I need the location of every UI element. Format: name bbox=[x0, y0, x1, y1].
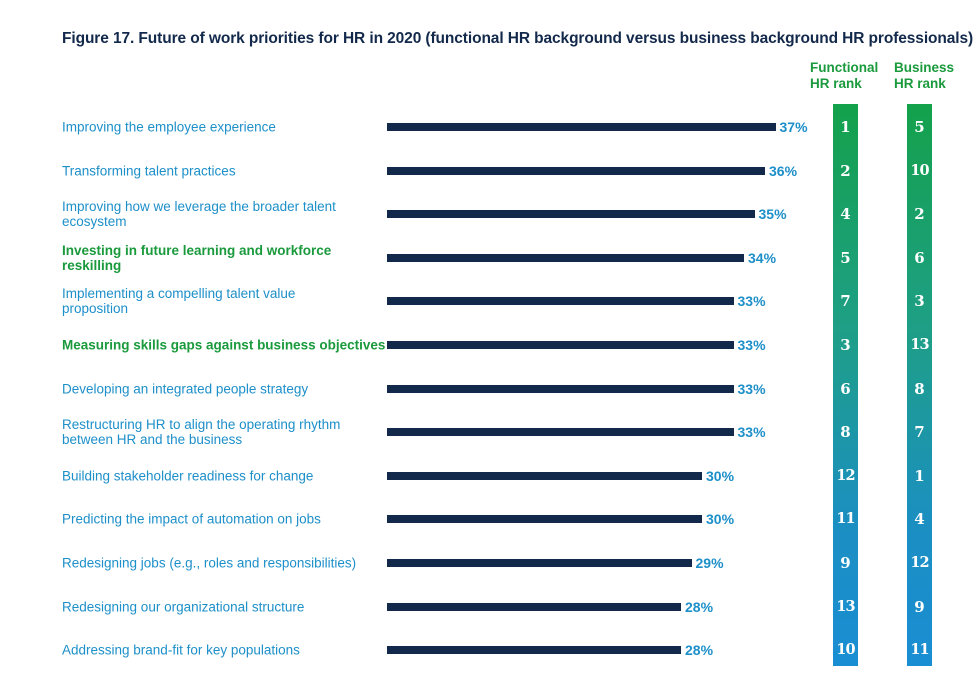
functional-rank-value: 13 bbox=[836, 597, 855, 615]
value-label: 33% bbox=[737, 380, 766, 397]
business-rank-value: 9 bbox=[914, 597, 925, 616]
business-hr-rank-header: Business HR rank bbox=[894, 60, 955, 91]
bar bbox=[387, 471, 702, 480]
value-label: 29% bbox=[695, 555, 724, 571]
category-label: Improving the employee experience bbox=[62, 119, 276, 135]
value-label: 28% bbox=[685, 598, 714, 615]
chart-row: Predicting the impact of automation on j… bbox=[0, 499, 977, 539]
chart-row: Improving how we leverage the broader ta… bbox=[0, 194, 977, 234]
business-rank-value: 10 bbox=[910, 161, 929, 179]
business-rank-value: 5 bbox=[914, 118, 925, 136]
category-label: Predicting the impact of automation on j… bbox=[62, 511, 321, 527]
category-label: Restructuring HR to align the operating … bbox=[62, 417, 341, 448]
business-rank-value: 12 bbox=[910, 554, 929, 571]
category-label: Transforming talent practices bbox=[62, 163, 236, 179]
functional-rank-value: 11 bbox=[836, 510, 855, 528]
business-rank-value: 1 bbox=[914, 466, 925, 485]
functional-rank-value: 8 bbox=[840, 423, 851, 442]
value-label: 34% bbox=[748, 249, 777, 266]
functional-rank-value: 6 bbox=[840, 379, 851, 398]
chart-row: Redesigning jobs (e.g., roles and respon… bbox=[0, 543, 977, 583]
value-label: 28% bbox=[685, 642, 714, 659]
bar bbox=[387, 166, 765, 175]
value-label: 35% bbox=[758, 206, 787, 223]
chart-row: Transforming talent practices 36% 2 10 bbox=[0, 151, 977, 191]
functional-rank-value: 7 bbox=[840, 292, 851, 311]
business-rank-value: 3 bbox=[914, 292, 925, 311]
bar bbox=[387, 341, 734, 349]
value-label: 33% bbox=[737, 293, 766, 310]
chart-row: Implementing a compelling talent value p… bbox=[0, 281, 977, 321]
functional-rank-column bbox=[833, 104, 858, 666]
business-rank-value: 4 bbox=[914, 510, 925, 529]
functional-rank-value: 12 bbox=[836, 466, 855, 484]
chart-title: Figure 17. Future of work priorities for… bbox=[62, 30, 974, 47]
bar bbox=[387, 428, 734, 437]
functional-rank-value: 3 bbox=[840, 336, 851, 354]
chart-row: Investing in future learning and workfor… bbox=[0, 238, 977, 278]
bar bbox=[387, 123, 776, 131]
category-label: Redesigning jobs (e.g., roles and respon… bbox=[62, 555, 357, 571]
bar bbox=[387, 253, 744, 262]
chart-row: Building stakeholder readiness for chang… bbox=[0, 456, 977, 496]
value-label: 33% bbox=[737, 424, 766, 441]
value-label: 30% bbox=[706, 467, 735, 484]
functional-rank-value: 5 bbox=[840, 248, 851, 267]
value-label: 33% bbox=[737, 337, 766, 353]
bar bbox=[387, 602, 681, 611]
functional-rank-value: 9 bbox=[840, 554, 851, 572]
bar bbox=[387, 210, 755, 219]
category-label: Investing in future learning and workfor… bbox=[62, 242, 332, 273]
value-label: 37% bbox=[779, 119, 808, 135]
bar bbox=[387, 646, 681, 655]
chart-row: Measuring skills gaps against business o… bbox=[0, 325, 977, 365]
chart-row: Redesigning our organizational structure… bbox=[0, 587, 977, 627]
chart-row: Developing an integrated people strategy… bbox=[0, 369, 977, 409]
chart-row: Improving the employee experience 37% 1 5 bbox=[0, 107, 977, 147]
business-rank-value: 6 bbox=[914, 248, 925, 267]
business-rank-value: 7 bbox=[914, 423, 925, 442]
functional-hr-rank-header: Functional HR rank bbox=[810, 60, 879, 91]
value-label: 36% bbox=[769, 162, 798, 179]
category-label: Developing an integrated people strategy bbox=[62, 381, 309, 397]
functional-rank-value: 2 bbox=[840, 161, 851, 180]
business-rank-value: 13 bbox=[910, 336, 929, 353]
bar bbox=[387, 559, 692, 567]
category-label: Improving how we leverage the broader ta… bbox=[62, 199, 336, 230]
category-label: Addressing brand-fit for key populations bbox=[62, 642, 300, 658]
value-label: 30% bbox=[706, 511, 735, 528]
functional-rank-value: 10 bbox=[836, 641, 855, 659]
functional-rank-value: 1 bbox=[840, 118, 851, 136]
chart-row: Addressing brand-fit for key populations… bbox=[0, 630, 977, 670]
bar bbox=[387, 515, 702, 524]
category-label: Implementing a compelling talent value p… bbox=[62, 286, 296, 317]
category-label: Redesigning our organizational structure bbox=[62, 599, 305, 615]
bar bbox=[387, 384, 734, 393]
category-label: Building stakeholder readiness for chang… bbox=[62, 468, 314, 484]
chart-row: Restructuring HR to align the operating … bbox=[0, 412, 977, 452]
business-rank-value: 2 bbox=[914, 205, 925, 224]
business-rank-column bbox=[907, 104, 932, 666]
business-rank-value: 8 bbox=[914, 379, 925, 398]
business-rank-value: 11 bbox=[910, 641, 929, 659]
category-label: Measuring skills gaps against business o… bbox=[62, 337, 386, 353]
bar bbox=[387, 297, 734, 306]
functional-rank-value: 4 bbox=[840, 205, 851, 224]
